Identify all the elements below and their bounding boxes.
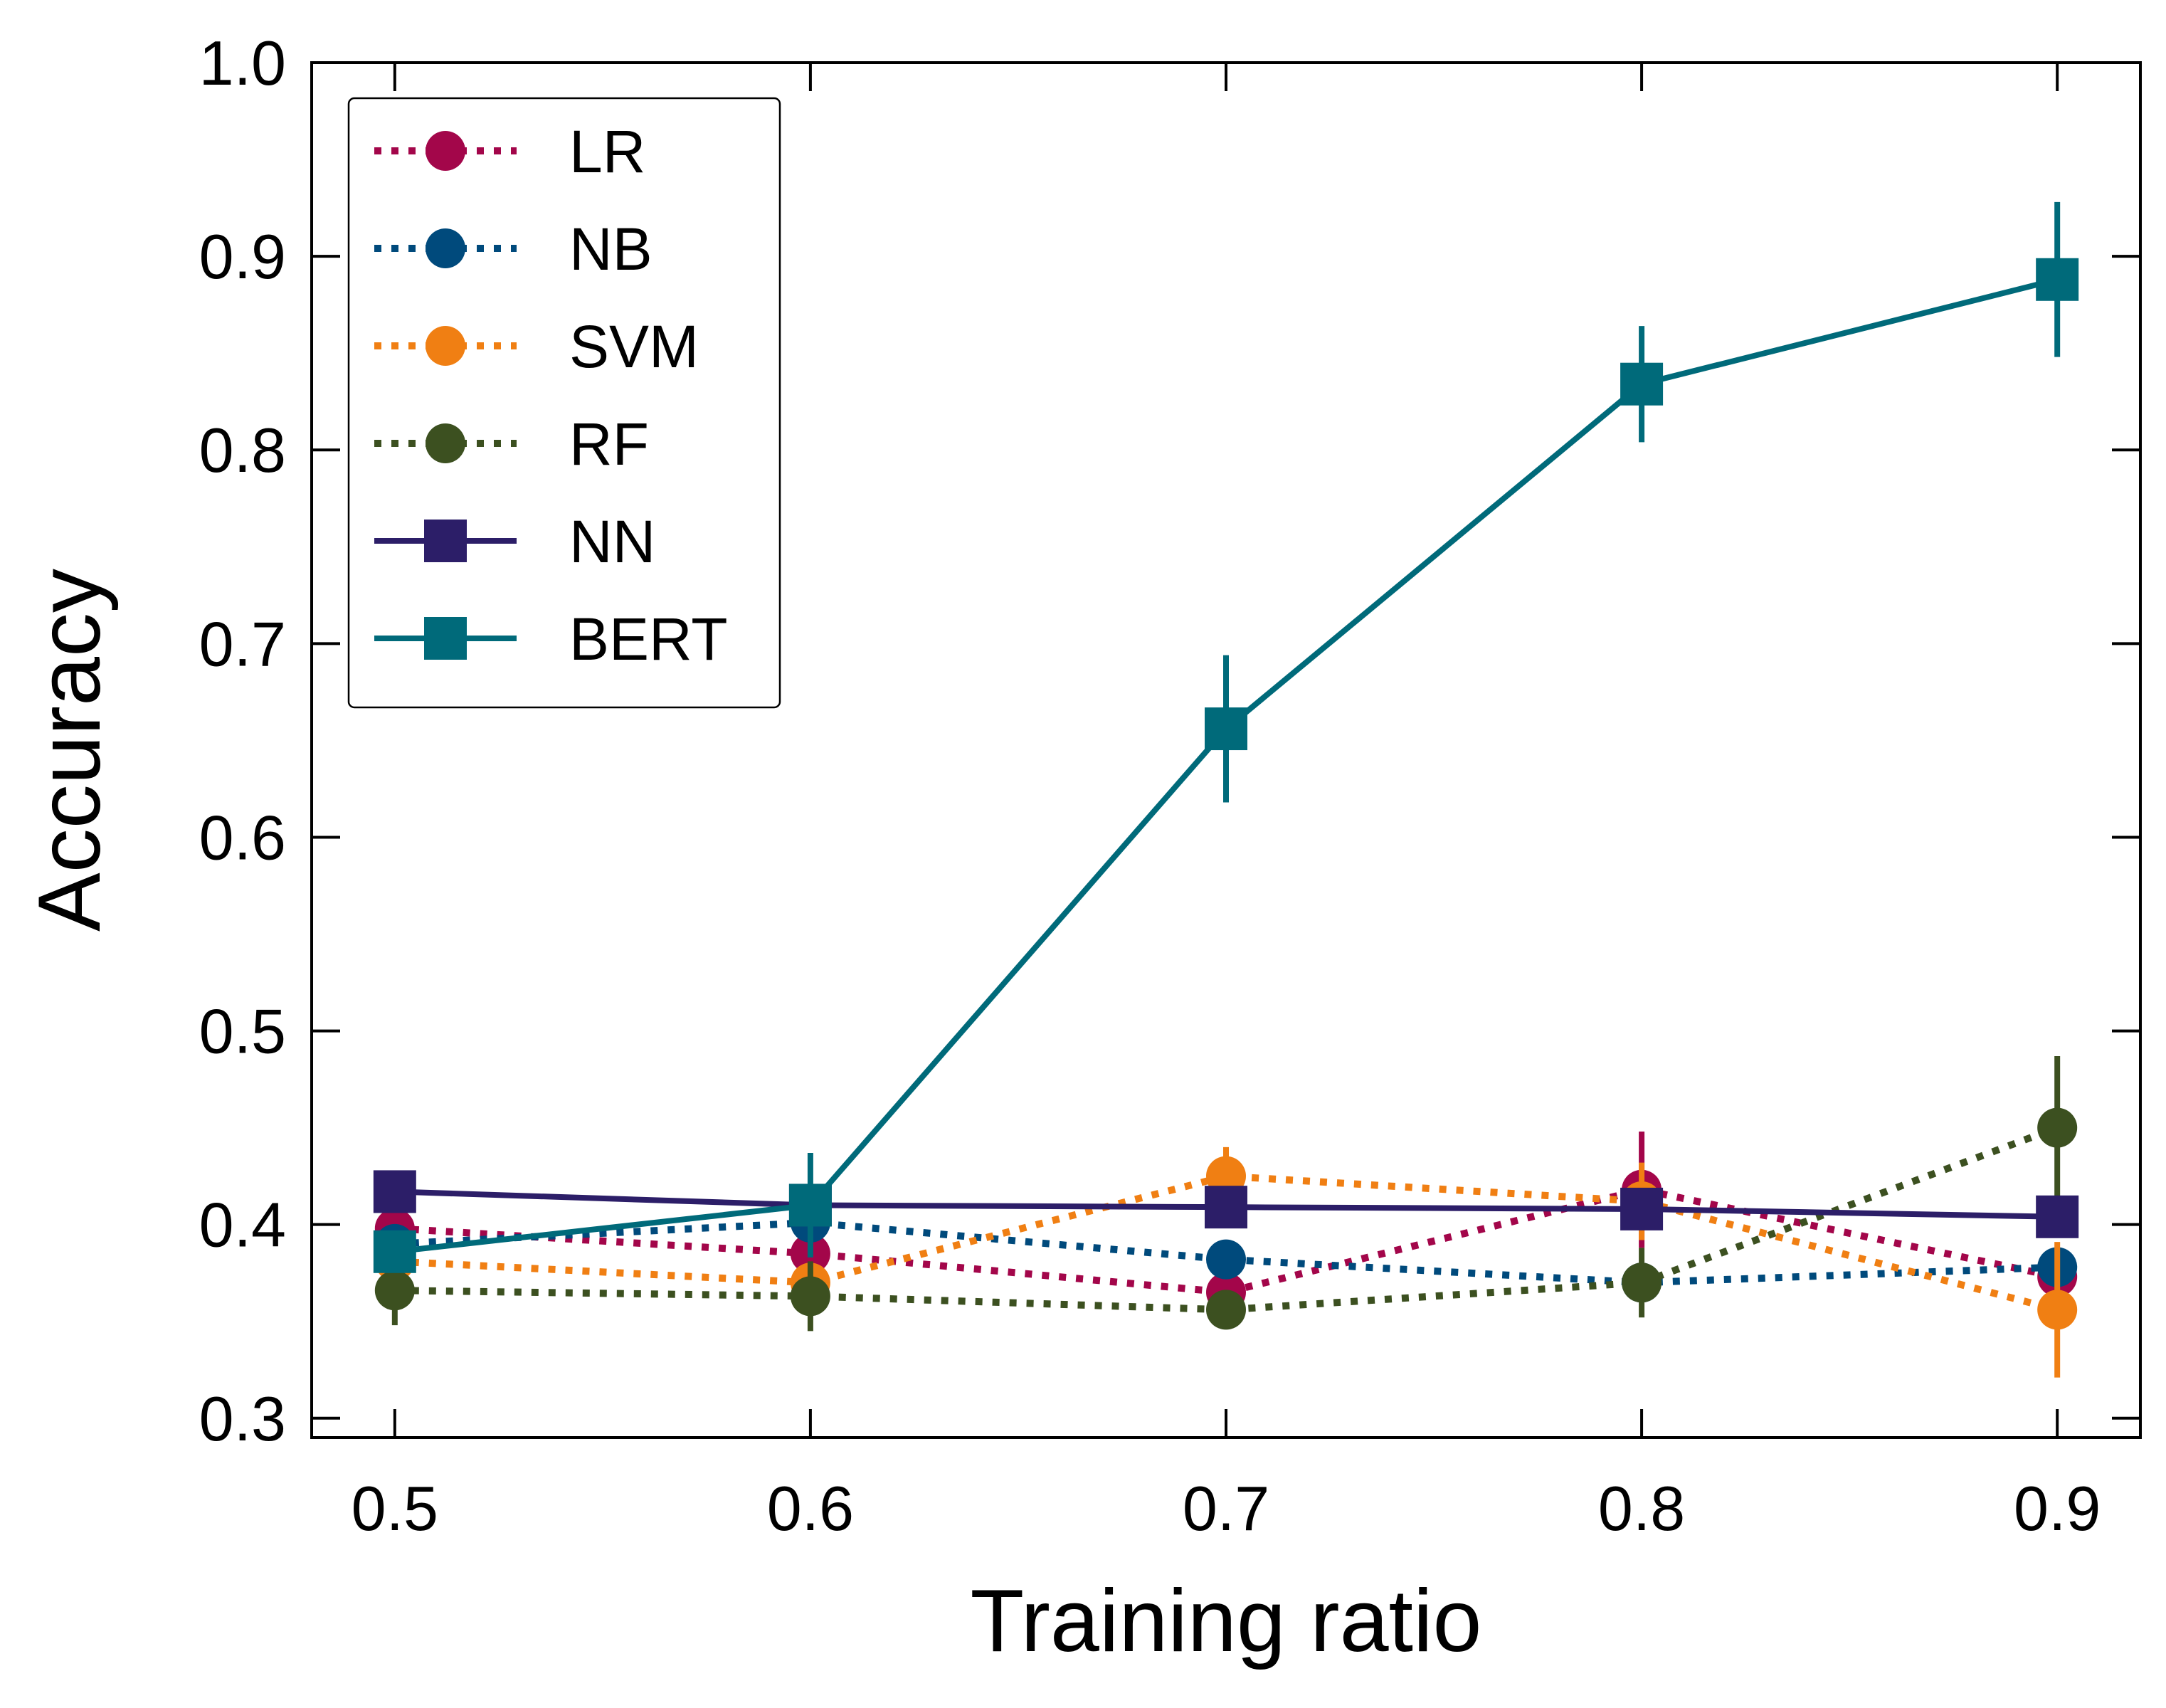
x-tick-label: 0.6	[767, 1473, 854, 1544]
legend-item-nb: NB	[374, 216, 653, 283]
y-tick-label: 0.8	[199, 415, 286, 485]
legend-label: BERT	[569, 606, 728, 673]
legend-label: NB	[569, 216, 653, 283]
y-tick-label: 0.9	[199, 221, 286, 292]
y-tick-label: 0.4	[199, 1190, 286, 1260]
legend-marker	[426, 228, 465, 268]
x-tick-label: 0.8	[1598, 1473, 1685, 1544]
y-tick-label: 0.5	[199, 996, 286, 1067]
legend-label: LR	[569, 118, 645, 185]
x-tick-label: 0.7	[1183, 1473, 1269, 1544]
y-tick-label: 1.0	[199, 28, 286, 98]
legend-marker	[426, 131, 465, 171]
data-point	[1620, 362, 1664, 406]
legend-item-rf: RF	[374, 411, 649, 478]
y-tick-label: 0.3	[199, 1383, 286, 1454]
data-point	[2037, 1290, 2078, 1330]
legend-marker	[424, 617, 467, 660]
legend-label: RF	[569, 411, 649, 478]
data-point	[1206, 1239, 1246, 1280]
data-point	[374, 1270, 415, 1311]
series-line-nb	[394, 1218, 2058, 1287]
x-tick-label: 0.9	[2014, 1473, 2101, 1544]
x-axis-title: Training ratio	[970, 1572, 1481, 1670]
y-tick-label: 0.7	[199, 608, 286, 679]
data-point	[1205, 707, 1247, 751]
legend-marker	[426, 326, 465, 366]
y-tick-label: 0.6	[199, 802, 286, 873]
legend-label: SVM	[569, 313, 699, 380]
legend-item-svm: SVM	[374, 313, 699, 380]
legend: LR NB SVM RF NN BERT	[347, 97, 781, 709]
y-axis-title: Accuracy	[21, 569, 119, 932]
data-point	[373, 1170, 416, 1213]
series-line-lr	[394, 1186, 2059, 1296]
data-point	[2037, 1107, 2078, 1148]
series-line-rf	[394, 1124, 2059, 1314]
data-point	[788, 1184, 832, 1227]
data-point	[1622, 1262, 1662, 1303]
series-bert	[373, 201, 2079, 1273]
data-point	[2036, 258, 2079, 301]
data-point	[2036, 1195, 2079, 1238]
legend-item-bert: BERT	[374, 606, 728, 673]
legend-label: NN	[569, 508, 655, 575]
data-point	[1206, 1290, 1246, 1330]
series-layer	[373, 201, 2079, 1378]
series-line-svm	[394, 1172, 2059, 1314]
data-point	[790, 1276, 830, 1317]
legend-marker	[426, 423, 465, 463]
data-point	[373, 1230, 416, 1273]
legend-item-lr: LR	[374, 118, 645, 185]
axis-ticks: 0.5 0.6 0.7 0.8 0.9 0.3 0.4 0.5 0.6 0.7 0.8 0.9 1.0	[199, 28, 2140, 1544]
data-point	[1620, 1187, 1664, 1230]
legend-marker	[424, 520, 467, 562]
x-tick-label: 0.5	[352, 1473, 438, 1544]
data-point	[1205, 1186, 1247, 1229]
legend-item-nn: NN	[374, 508, 655, 575]
series-nn	[373, 1170, 2079, 1238]
